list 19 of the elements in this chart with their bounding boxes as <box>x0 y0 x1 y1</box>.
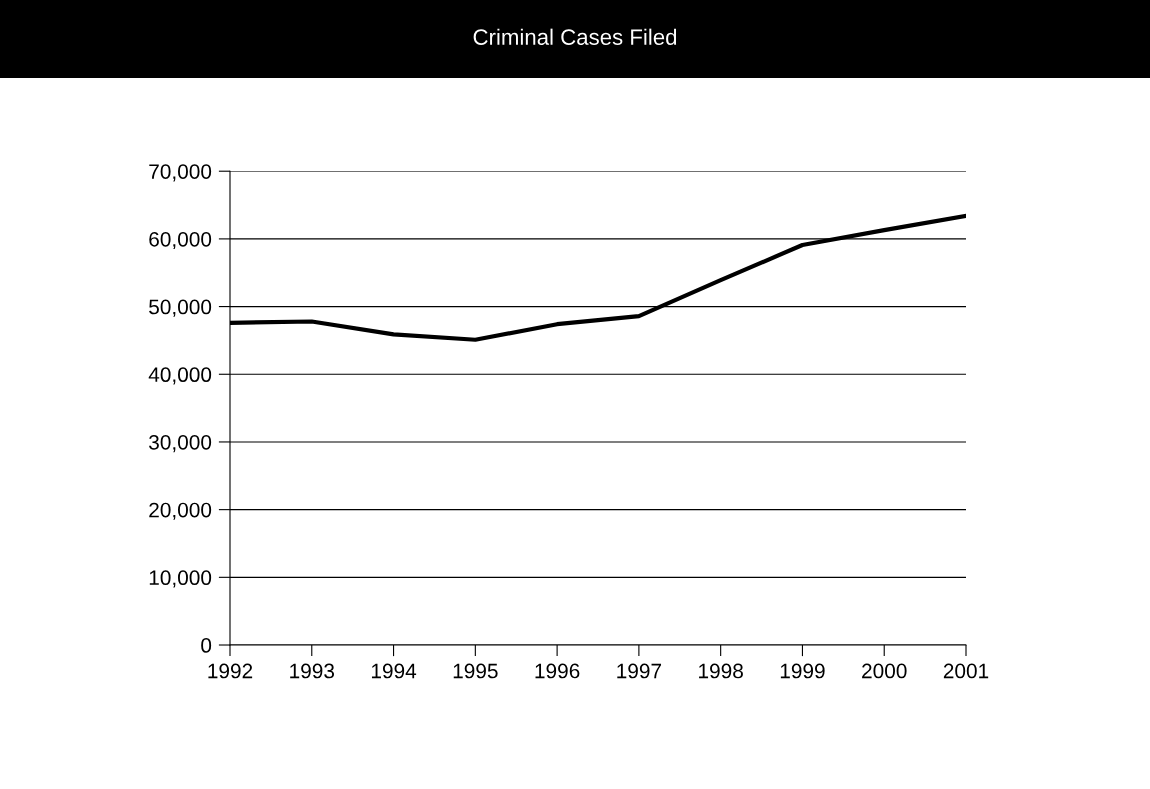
y-tick-label: 20,000 <box>149 502 212 520</box>
x-tick-label: 1994 <box>371 663 417 679</box>
x-tick-label: 2001 <box>943 663 989 679</box>
x-tick-label: 1993 <box>290 663 335 679</box>
x-tick-label: 1998 <box>699 663 743 679</box>
y-tick-label: 50,000 <box>149 299 212 317</box>
x-tick-label: 1992 <box>208 663 253 679</box>
y-tick-label: 0 <box>201 638 212 653</box>
chart-title: Criminal Cases Filed <box>473 28 677 45</box>
y-tick-label: 70,000 <box>149 164 212 182</box>
y-tick-label: 30,000 <box>149 434 212 453</box>
x-tick-label: 1996 <box>535 663 580 679</box>
y-tick-label: 60,000 <box>149 231 212 250</box>
x-tick-label: 1997 <box>617 663 662 679</box>
x-tick-label: 2000 <box>862 663 907 679</box>
x-tick-label: 1995 <box>453 663 498 679</box>
y-tick-label: 10,000 <box>149 570 212 588</box>
x-tick-label: 1999 <box>780 663 825 679</box>
y-tick-label: 40,000 <box>148 367 212 385</box>
